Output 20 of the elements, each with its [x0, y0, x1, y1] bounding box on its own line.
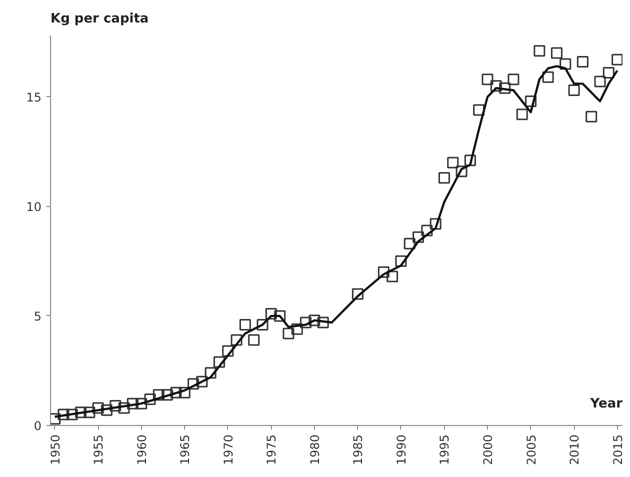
y-axis-title: Kg per capita: [50, 12, 149, 26]
x-tick-label: 2005: [524, 434, 538, 466]
x-tick-label: 1990: [394, 434, 408, 466]
x-tick-label: 1965: [178, 434, 192, 466]
x-tick-label: 1970: [221, 434, 236, 466]
x-tick-label: 1995: [438, 434, 452, 466]
y-tick-label: 0: [34, 419, 42, 433]
x-tick-label: 1975: [264, 434, 279, 466]
x-tick-label: 2010: [568, 434, 582, 466]
y-tick-label: 15: [26, 90, 42, 104]
x-tick-label: 1960: [134, 434, 149, 466]
x-tick-label: 2015: [610, 434, 625, 466]
x-tick-label: 1950: [48, 434, 62, 466]
x-tick-label: 1980: [308, 434, 322, 466]
y-tick-label: 10: [26, 200, 42, 214]
y-tick-label: 5: [34, 309, 42, 324]
x-tick-label: 1985: [351, 434, 366, 466]
x-tick-label: 1955: [92, 434, 106, 466]
x-axis-title: Year: [589, 396, 624, 412]
x-tick-label: 2000: [481, 434, 496, 466]
